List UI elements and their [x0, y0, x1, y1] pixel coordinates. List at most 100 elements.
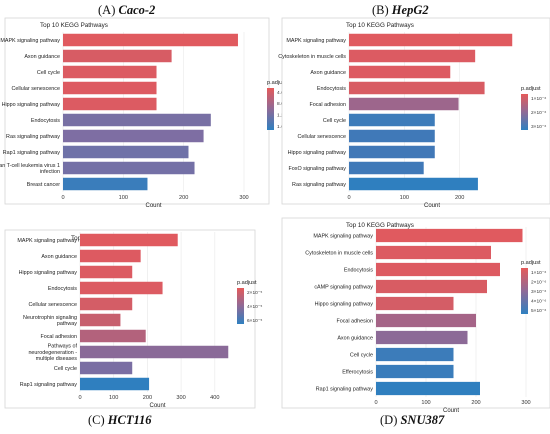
caption-c-label: (C): [88, 413, 105, 427]
category-label: Cellular senescence: [28, 302, 77, 308]
category-label: Neurotrophin signaling pathway: [23, 315, 77, 327]
x-tick-label: 100: [400, 195, 409, 201]
chart-panel-d: Top 10 KEGG Pathways MAPK signaling pathw…: [281, 217, 550, 414]
bar-3: [376, 262, 500, 277]
chart-title: Top 10 KEGG Pathways: [346, 222, 414, 229]
bar-6: [376, 313, 476, 328]
legend-label: 1×10⁻⁶: [531, 270, 546, 276]
category-label: Hippo signaling pathway: [19, 270, 78, 276]
legend-label: 2×10⁻⁵: [247, 290, 262, 296]
x-tick-label: 200: [179, 195, 188, 201]
bar-8: [376, 347, 454, 362]
category-label: MAPK signaling pathway: [286, 38, 346, 44]
bar-6: [349, 113, 435, 127]
legend-label: 6×10⁻⁵: [247, 318, 262, 324]
category-label: Cytoskeleton in muscle cells: [278, 54, 346, 60]
bar-2: [63, 49, 172, 63]
category-label: Hippo signaling pathway: [315, 301, 374, 307]
bar-8: [80, 345, 229, 359]
x-tick-label: 0: [347, 195, 350, 201]
legend-label: 3×10⁻⁶: [531, 289, 546, 295]
x-tick-label: 100: [109, 395, 118, 401]
bar-5: [80, 297, 133, 311]
bar-8: [349, 145, 435, 159]
category-label: MAPK signaling pathway: [0, 38, 60, 44]
caption-d-label: (D): [380, 413, 398, 427]
category-label: Cell cycle: [54, 366, 77, 372]
legend-label: 4×10⁻⁵: [247, 304, 262, 310]
category-label: Ras signaling pathway: [6, 134, 60, 140]
bar-2: [80, 249, 141, 263]
bar-7: [63, 129, 204, 143]
x-axis-label: Count: [443, 408, 459, 414]
category-label: Ras signaling pathway: [292, 182, 346, 188]
legend-label: 5×10⁻⁶: [531, 308, 546, 314]
bar-6: [63, 113, 211, 127]
category-label: Endocytosis: [344, 267, 373, 273]
caption-c-name: HCT116: [107, 413, 152, 427]
category-label: Axon guidance: [337, 335, 373, 341]
caption-a-label: (A): [98, 3, 116, 17]
x-tick-label: 200: [471, 400, 480, 406]
category-label: Hippo signaling pathway: [2, 102, 61, 108]
chart-title: Top 10 KEGG Pathways: [346, 22, 414, 29]
bar-1: [80, 233, 178, 247]
x-tick-label: 0: [61, 195, 64, 201]
category-label: Axon guidance: [41, 254, 77, 260]
legend-d: p.adjust 1×10⁻⁶ 2×10⁻⁶ 3×10⁻⁶ 4×10⁻⁶ 5×10⁻⁶: [521, 260, 546, 314]
x-tick-label: 200: [143, 395, 152, 401]
caption-d: (D) SNU387: [380, 413, 444, 428]
caption-c: (C) HCT116: [88, 413, 152, 428]
category-label: Cell cycle: [37, 70, 60, 76]
bar-9: [80, 361, 133, 375]
category-label: Pathways of neurodegeneration -multiple d…: [28, 344, 77, 362]
x-tick-label: 100: [421, 400, 430, 406]
bar-2: [349, 49, 476, 63]
legend-c: p.adjust 2×10⁻⁵ 4×10⁻⁵ 6×10⁻⁵: [237, 280, 262, 324]
category-label: Cellular senescence: [297, 134, 346, 140]
bar-4: [80, 281, 163, 295]
x-tick-label: 400: [210, 395, 219, 401]
x-tick-label: 200: [455, 195, 464, 201]
bar-7: [80, 329, 146, 343]
category-label: Rap1 signaling pathway: [316, 386, 374, 392]
legend-b: p.adjust 1×10⁻⁶ 2×10⁻⁶ 3×10⁻⁶: [521, 86, 546, 130]
x-tick-label: 100: [119, 195, 128, 201]
category-label: Endocytosis: [48, 286, 77, 292]
bar-2: [376, 245, 491, 260]
x-axis-label: Count: [424, 203, 440, 209]
legend-colorbar: [521, 94, 528, 130]
caption-a-name: Caco-2: [118, 3, 156, 17]
bar-8: [63, 145, 189, 159]
category-label: Cell cycle: [323, 118, 346, 124]
category-label: Focal adhesion: [40, 334, 77, 340]
category-label: FoxO signaling pathway: [288, 166, 346, 172]
bar-3: [63, 65, 157, 79]
bar-5: [349, 97, 459, 111]
category-label: Cell cycle: [350, 352, 373, 358]
category-label: Breast cancer: [27, 182, 60, 188]
category-label: Rap1 signaling pathway: [20, 382, 78, 388]
caption-b: (B) HepG2: [372, 3, 429, 18]
legend-colorbar: [267, 88, 274, 130]
category-label: Cytoskeleton in muscle cells: [305, 250, 373, 256]
bar-7: [349, 129, 435, 143]
caption-a: (A) Caco-2: [98, 3, 155, 18]
x-axis-label: Count: [149, 403, 165, 409]
bar-3: [349, 65, 451, 79]
legend-colorbar: [237, 288, 244, 324]
category-label: Focal adhesion: [309, 102, 346, 108]
category-label: Axon guidance: [24, 54, 60, 60]
bar-1: [63, 33, 238, 47]
bar-10: [376, 381, 480, 396]
category-label: Hippo signaling pathway: [288, 150, 347, 156]
category-label: Endocytosis: [317, 86, 346, 92]
legend-title: p.adjust: [521, 260, 541, 266]
bar-10: [80, 377, 150, 391]
bar-5: [63, 97, 157, 111]
legend-label: 3×10⁻⁶: [531, 124, 546, 130]
bar-10: [63, 177, 148, 191]
bar-9: [349, 161, 424, 175]
